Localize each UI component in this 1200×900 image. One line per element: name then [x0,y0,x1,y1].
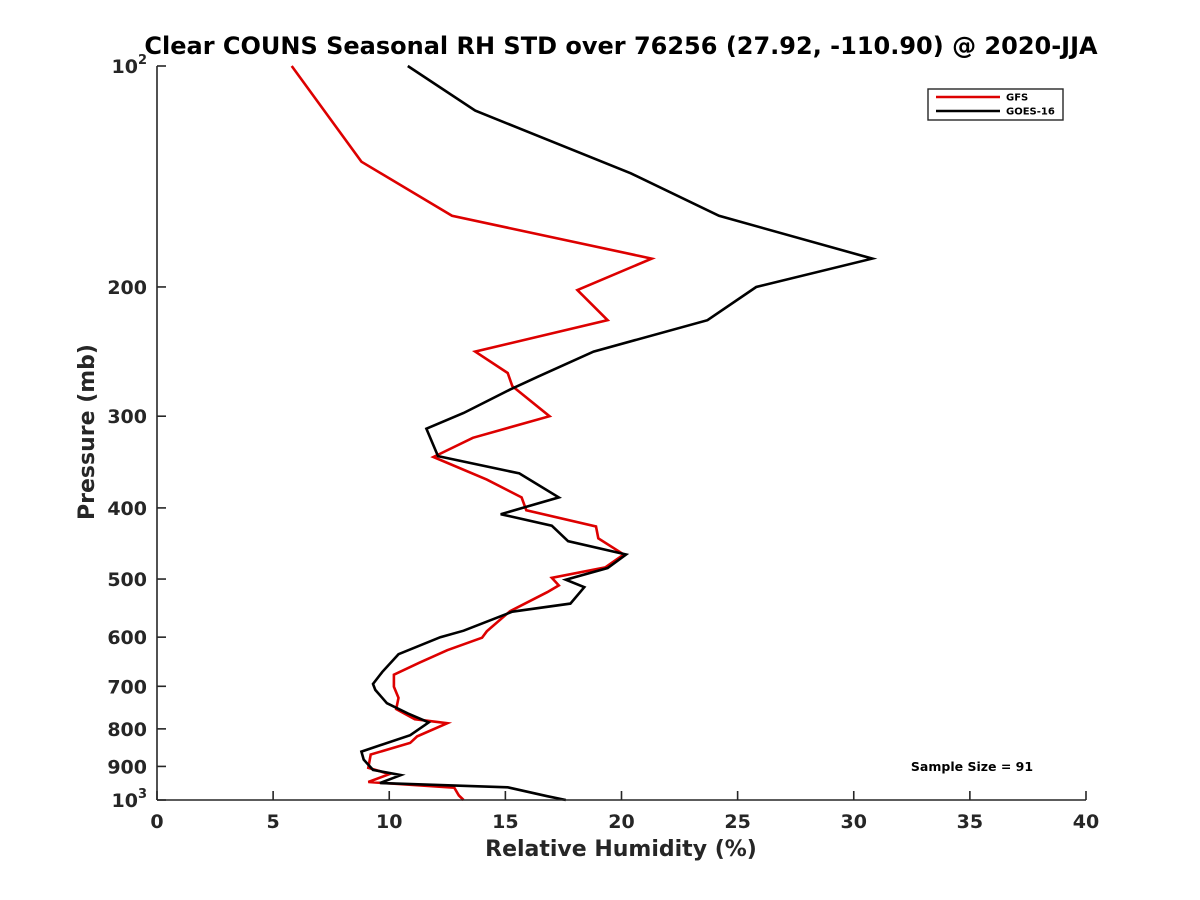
y-tick-label: 700 [107,676,147,698]
y-tick-label: 102 [112,53,148,78]
chart-title: Clear COUNS Seasonal RH STD over 76256 (… [144,32,1098,60]
x-tick-label: 35 [957,811,983,833]
x-tick-label: 5 [267,811,280,833]
x-tick-label: 40 [1073,811,1099,833]
y-tick-label: 200 [107,277,147,299]
y-tick-label: 600 [107,627,147,649]
series-line-goes-16 [359,64,878,802]
sample-size-annotation: Sample Size = 91 [911,759,1033,774]
legend-box [927,88,1064,121]
y-tick-label: 500 [107,569,147,591]
y-tick-label: 400 [107,498,147,520]
y-tick-label: 300 [107,406,147,428]
y-tick-label: 800 [107,719,147,741]
legend-entry: GOES-16 [1006,107,1055,118]
y-tick-label: 103 [112,787,148,812]
series-lines [290,64,878,802]
axes: 0 5 10 15 20 25 30 35 40 102 200 300 400 500 600 700 800… [107,53,1099,833]
x-tick-label: 0 [150,811,163,833]
x-axis-label: Relative Humidity (%) [485,837,757,862]
y-tick-label: 900 [107,756,147,778]
y-axis-label: Pressure (mb) [75,344,100,520]
legend: GFS GOES-16 [927,88,1064,121]
x-tick-label: 30 [841,811,867,833]
series-line-gfs [290,65,656,801]
legend-entry: GFS [1006,93,1028,104]
x-tick-label: 15 [492,811,518,833]
x-tick-label: 10 [376,811,402,833]
x-tick-label: 25 [724,811,750,833]
x-tick-label: 20 [608,811,634,833]
